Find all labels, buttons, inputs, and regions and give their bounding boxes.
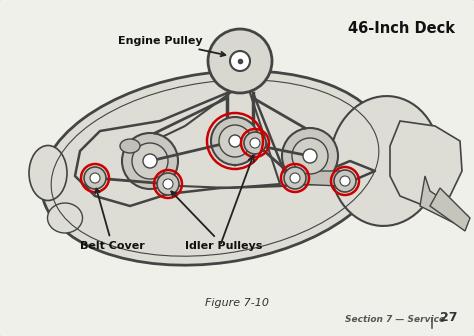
Text: 27: 27 bbox=[440, 311, 457, 324]
Text: Belt Cover: Belt Cover bbox=[80, 188, 145, 251]
Circle shape bbox=[334, 170, 356, 192]
Ellipse shape bbox=[120, 139, 140, 153]
Circle shape bbox=[340, 176, 350, 186]
Ellipse shape bbox=[29, 145, 67, 201]
Circle shape bbox=[284, 167, 306, 189]
Text: Idler Pulleys: Idler Pulleys bbox=[171, 192, 263, 251]
Circle shape bbox=[282, 128, 338, 184]
Text: Engine Pulley: Engine Pulley bbox=[118, 36, 225, 56]
Circle shape bbox=[143, 154, 157, 168]
Circle shape bbox=[90, 173, 100, 183]
Circle shape bbox=[290, 173, 300, 183]
Circle shape bbox=[229, 135, 241, 147]
Ellipse shape bbox=[330, 96, 440, 226]
Circle shape bbox=[211, 117, 259, 165]
Circle shape bbox=[132, 143, 168, 179]
Circle shape bbox=[244, 132, 266, 154]
Circle shape bbox=[122, 133, 178, 189]
Circle shape bbox=[84, 167, 106, 189]
Text: Section 7 — Service: Section 7 — Service bbox=[345, 315, 445, 324]
Circle shape bbox=[157, 173, 179, 195]
Polygon shape bbox=[430, 188, 470, 231]
Circle shape bbox=[208, 29, 272, 93]
Ellipse shape bbox=[47, 203, 82, 233]
Circle shape bbox=[230, 51, 250, 71]
Text: Figure 7-10: Figure 7-10 bbox=[205, 298, 269, 308]
Circle shape bbox=[303, 149, 317, 163]
Polygon shape bbox=[295, 171, 350, 186]
Circle shape bbox=[163, 179, 173, 189]
Circle shape bbox=[250, 138, 260, 148]
Circle shape bbox=[219, 125, 251, 157]
Polygon shape bbox=[420, 176, 468, 226]
Polygon shape bbox=[390, 121, 462, 206]
Circle shape bbox=[292, 138, 328, 174]
Ellipse shape bbox=[41, 71, 389, 265]
Text: 46-Inch Deck: 46-Inch Deck bbox=[348, 21, 455, 36]
